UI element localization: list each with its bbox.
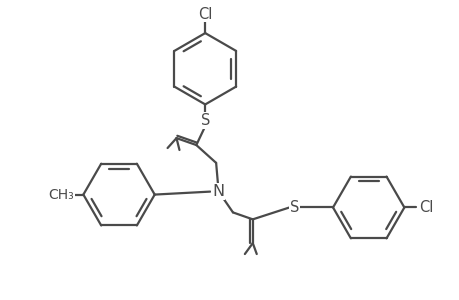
Text: CH₃: CH₃ <box>49 188 74 202</box>
Text: N: N <box>212 184 224 199</box>
Text: Cl: Cl <box>418 200 432 215</box>
Text: S: S <box>200 113 209 128</box>
Text: S: S <box>289 200 298 215</box>
Text: Cl: Cl <box>198 7 212 22</box>
